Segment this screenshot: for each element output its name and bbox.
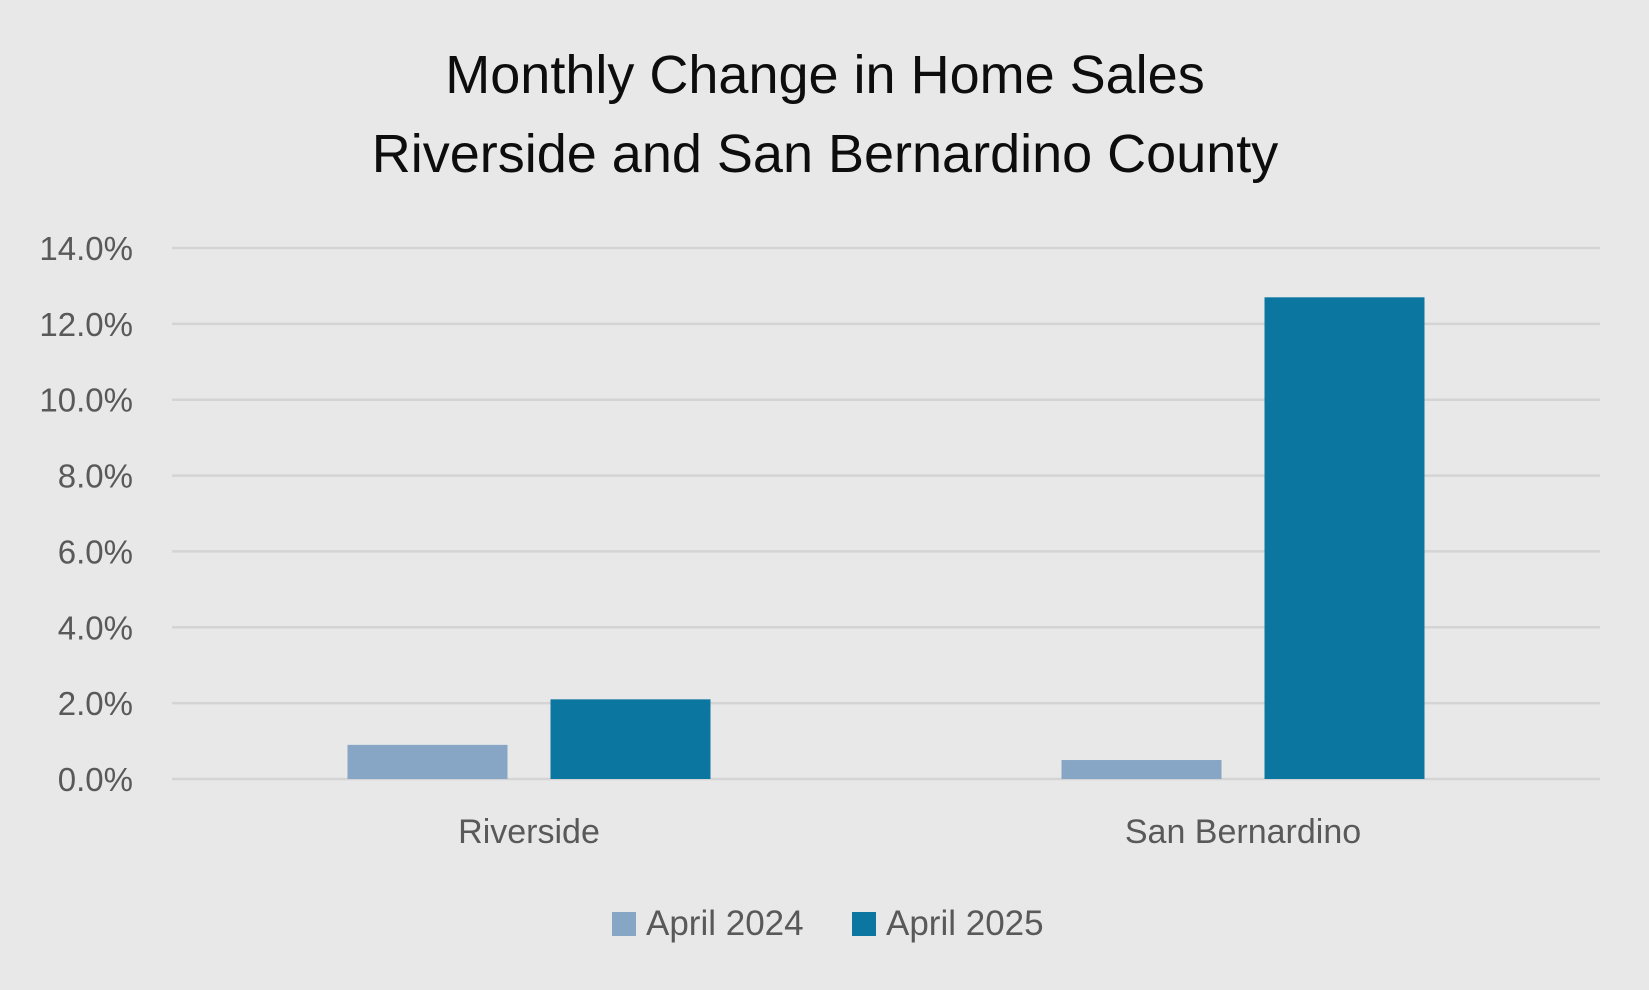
legend-label: April 2024 bbox=[646, 904, 804, 943]
bar-riverside-april-2025 bbox=[550, 699, 711, 779]
chart-title: Monthly Change in Home Sales Riverside a… bbox=[372, 45, 1279, 184]
chart-title-line-1: Monthly Change in Home Sales bbox=[445, 45, 1204, 105]
legend-swatch bbox=[852, 912, 876, 936]
y-tick-label: 4.0% bbox=[58, 609, 133, 646]
y-tick-label: 0.0% bbox=[58, 761, 133, 798]
y-tick-label: 2.0% bbox=[58, 685, 133, 722]
legend: April 2024 April 2025 bbox=[612, 904, 1044, 943]
y-axis: 0.0% 2.0% 4.0% 6.0% 8.0% 10.0% 12.0% 14.0% bbox=[39, 230, 133, 798]
bar-riverside-april-2024 bbox=[347, 744, 508, 779]
x-tick-label: San Bernardino bbox=[1125, 813, 1361, 851]
x-tick-label: Riverside bbox=[458, 813, 600, 851]
y-tick-label: 12.0% bbox=[39, 306, 133, 343]
bar-san-bernardino-april-2025 bbox=[1264, 297, 1425, 779]
y-tick-label: 8.0% bbox=[58, 458, 133, 495]
legend-swatch bbox=[612, 912, 636, 936]
y-tick-label: 14.0% bbox=[39, 230, 133, 267]
x-axis: Riverside San Bernardino bbox=[458, 813, 1361, 851]
chart-title-line-2: Riverside and San Bernardino County bbox=[372, 124, 1279, 184]
bar-san-bernardino-april-2024 bbox=[1061, 760, 1222, 779]
legend-label: April 2025 bbox=[886, 904, 1044, 943]
y-tick-label: 6.0% bbox=[58, 533, 133, 570]
y-tick-label: 10.0% bbox=[39, 382, 133, 419]
bars bbox=[347, 297, 1425, 779]
gridlines bbox=[172, 246, 1600, 781]
